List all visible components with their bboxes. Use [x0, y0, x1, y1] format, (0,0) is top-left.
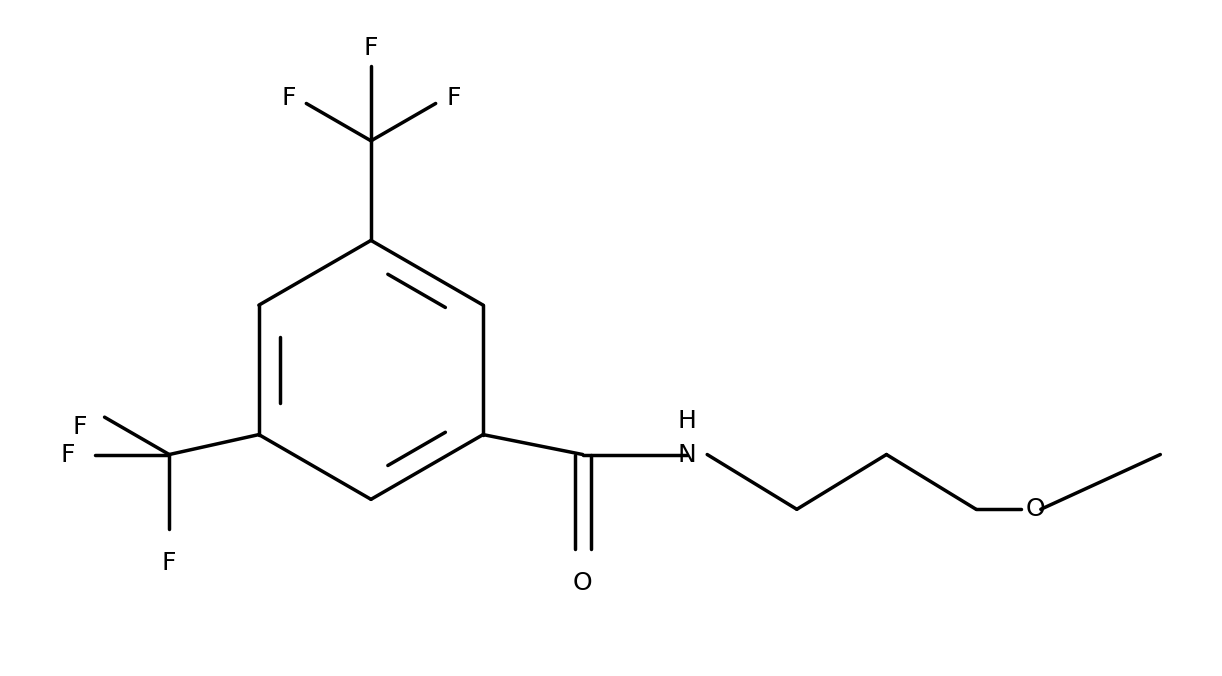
Text: O: O: [573, 571, 593, 595]
Text: F: F: [60, 443, 75, 466]
Text: F: F: [72, 415, 87, 439]
Text: O: O: [1026, 498, 1046, 521]
Text: F: F: [446, 87, 461, 110]
Text: N: N: [678, 443, 697, 466]
Text: F: F: [163, 551, 176, 575]
Text: F: F: [364, 37, 379, 60]
Text: H: H: [678, 408, 697, 433]
Text: F: F: [281, 87, 296, 110]
